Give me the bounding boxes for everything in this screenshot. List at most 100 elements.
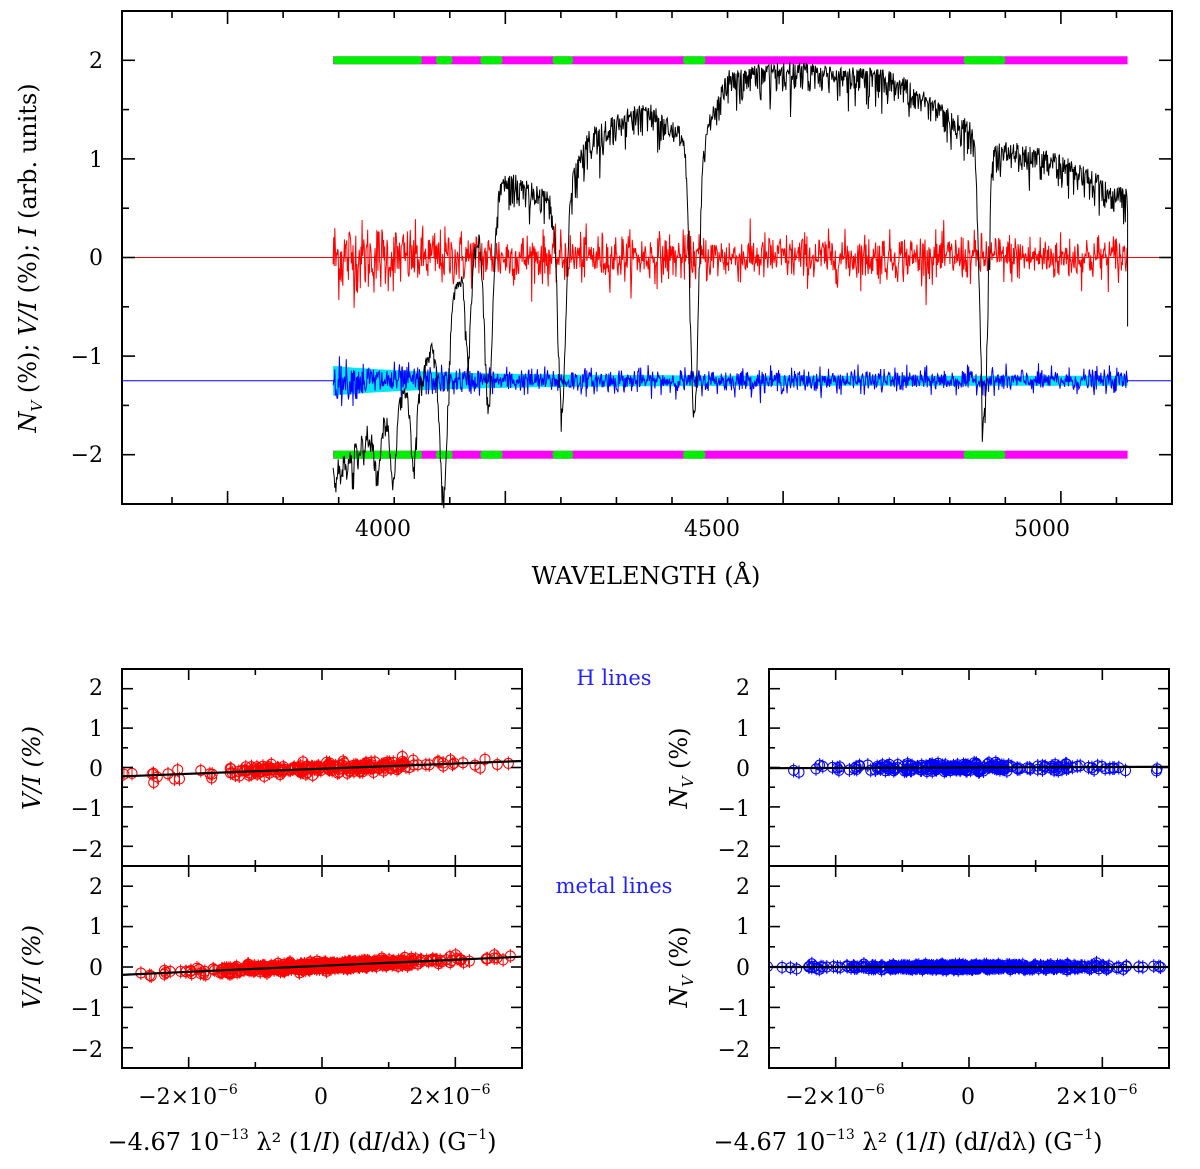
reference-lines — [122, 257, 1172, 382]
data-point — [960, 759, 972, 774]
right-y-tick-labels: 2 1 0 −1 −2 2 1 0 −1 −2 — [718, 676, 750, 1063]
left-x-axis-label: −4.67 10−13 λ² (1/I) (dI/dλ) (G−1) — [108, 1127, 497, 1156]
data-point — [957, 961, 969, 976]
data-point — [1117, 962, 1129, 977]
x-tick-label: 0 — [961, 1085, 975, 1110]
metal-lines-vi-y-label: V/I (%) — [18, 925, 46, 1009]
point-marker — [537, 948, 547, 958]
y-tick-label: 0 — [736, 956, 750, 981]
data-point — [361, 955, 373, 970]
spectrum-y-axis-label: NV (%); V/I (%); I (arb. units) — [14, 83, 46, 433]
y-tick-label: −2 — [71, 1038, 103, 1063]
mask-hydrogen-band — [552, 56, 574, 65]
y-tick-label: 0 — [89, 956, 103, 981]
x-tick-label: 4500 — [684, 517, 740, 542]
data-point — [326, 763, 338, 778]
mask-hydrogen-band — [480, 56, 503, 65]
x-tick-label: 2×10−6 — [1056, 1082, 1137, 1110]
data-point — [469, 758, 481, 773]
h-lines-vi-panel — [121, 749, 566, 790]
mask-hydrogen-band — [552, 450, 574, 459]
x-tick-label: 5000 — [1014, 517, 1070, 542]
y-tick-label: −2 — [71, 443, 103, 468]
mask-all-lines-band — [333, 450, 1128, 459]
h-lines-annotation: H lines — [576, 666, 651, 690]
data-point — [1092, 758, 1104, 773]
data-point — [1032, 762, 1044, 777]
data-point — [301, 759, 312, 774]
data-point — [195, 763, 207, 778]
data-point — [335, 959, 347, 974]
mask-hydrogen-band — [435, 450, 453, 459]
y-tick-label: 0 — [89, 246, 103, 271]
y-tick-label: 2 — [736, 676, 750, 701]
mask-hydrogen-band — [333, 56, 422, 65]
data-point — [463, 954, 475, 969]
data-point — [991, 757, 1003, 772]
data-point — [1012, 762, 1024, 777]
data-point — [265, 757, 277, 772]
fit-line — [768, 765, 1170, 770]
intensity-series-line — [332, 62, 1129, 509]
data-point — [937, 961, 949, 976]
data-point — [1120, 763, 1131, 778]
left-x-tick-labels: −2×10−6 0 2×10−6 — [138, 1082, 490, 1110]
fit-line — [121, 955, 523, 976]
y-tick-label: −1 — [71, 345, 103, 370]
point-marker — [555, 754, 565, 764]
scatter-points — [122, 749, 566, 790]
data-point — [343, 954, 355, 969]
data-point — [257, 959, 269, 974]
right-x-tick-labels: −2×10−6 0 2×10−6 — [785, 1082, 1137, 1110]
y-tick-label: 2 — [736, 875, 750, 900]
data-point — [479, 752, 491, 767]
point-marker — [556, 754, 566, 764]
data-point — [854, 758, 866, 773]
spectrum-y-tick-labels: 2 1 0 −1 −2 — [71, 49, 103, 468]
data-point — [555, 752, 565, 766]
data-point — [537, 946, 547, 960]
data-point — [246, 767, 258, 782]
y-tick-label: −2 — [718, 838, 750, 863]
data-point — [556, 752, 566, 766]
y-tick-label: 1 — [736, 915, 750, 940]
data-point — [769, 764, 770, 771]
x-tick-label: −2×10−6 — [138, 1082, 238, 1110]
data-point — [322, 960, 334, 975]
h-lines-vi-y-label: V/I (%) — [18, 726, 46, 810]
data-point — [1001, 958, 1013, 972]
point-marker — [109, 972, 119, 982]
line-masks — [333, 56, 1128, 459]
data-point — [1062, 958, 1074, 973]
data-point — [1029, 958, 1041, 973]
data-point — [491, 757, 503, 772]
data-point — [973, 763, 985, 778]
h-lines-nv-panel — [768, 755, 1170, 780]
y-tick-label: −2 — [718, 1038, 750, 1063]
y-tick-label: 2 — [89, 49, 103, 74]
data-point — [300, 961, 312, 976]
spectrum-series — [332, 62, 1129, 509]
x-tick-label: 4000 — [355, 517, 411, 542]
data-point — [341, 961, 353, 976]
metal-lines-nv-panel — [769, 955, 1169, 977]
data-point — [403, 957, 415, 971]
data-point — [400, 760, 412, 774]
spectrum-x-axis-label: WAVELENGTH (Å) — [532, 561, 761, 590]
data-point — [427, 951, 439, 966]
data-point — [353, 954, 365, 969]
data-point — [843, 762, 855, 777]
nv-series-line — [332, 356, 1129, 407]
data-point — [122, 767, 130, 782]
y-tick-label: −1 — [71, 797, 103, 822]
data-point — [229, 768, 241, 783]
y-tick-label: −2 — [71, 838, 103, 863]
data-point — [930, 961, 942, 976]
data-point — [1084, 961, 1096, 976]
y-tick-label: 1 — [89, 148, 103, 173]
y-tick-label: −1 — [71, 997, 103, 1022]
data-point — [926, 757, 938, 772]
data-point — [126, 766, 138, 781]
mask-hydrogen-band — [963, 450, 1006, 459]
